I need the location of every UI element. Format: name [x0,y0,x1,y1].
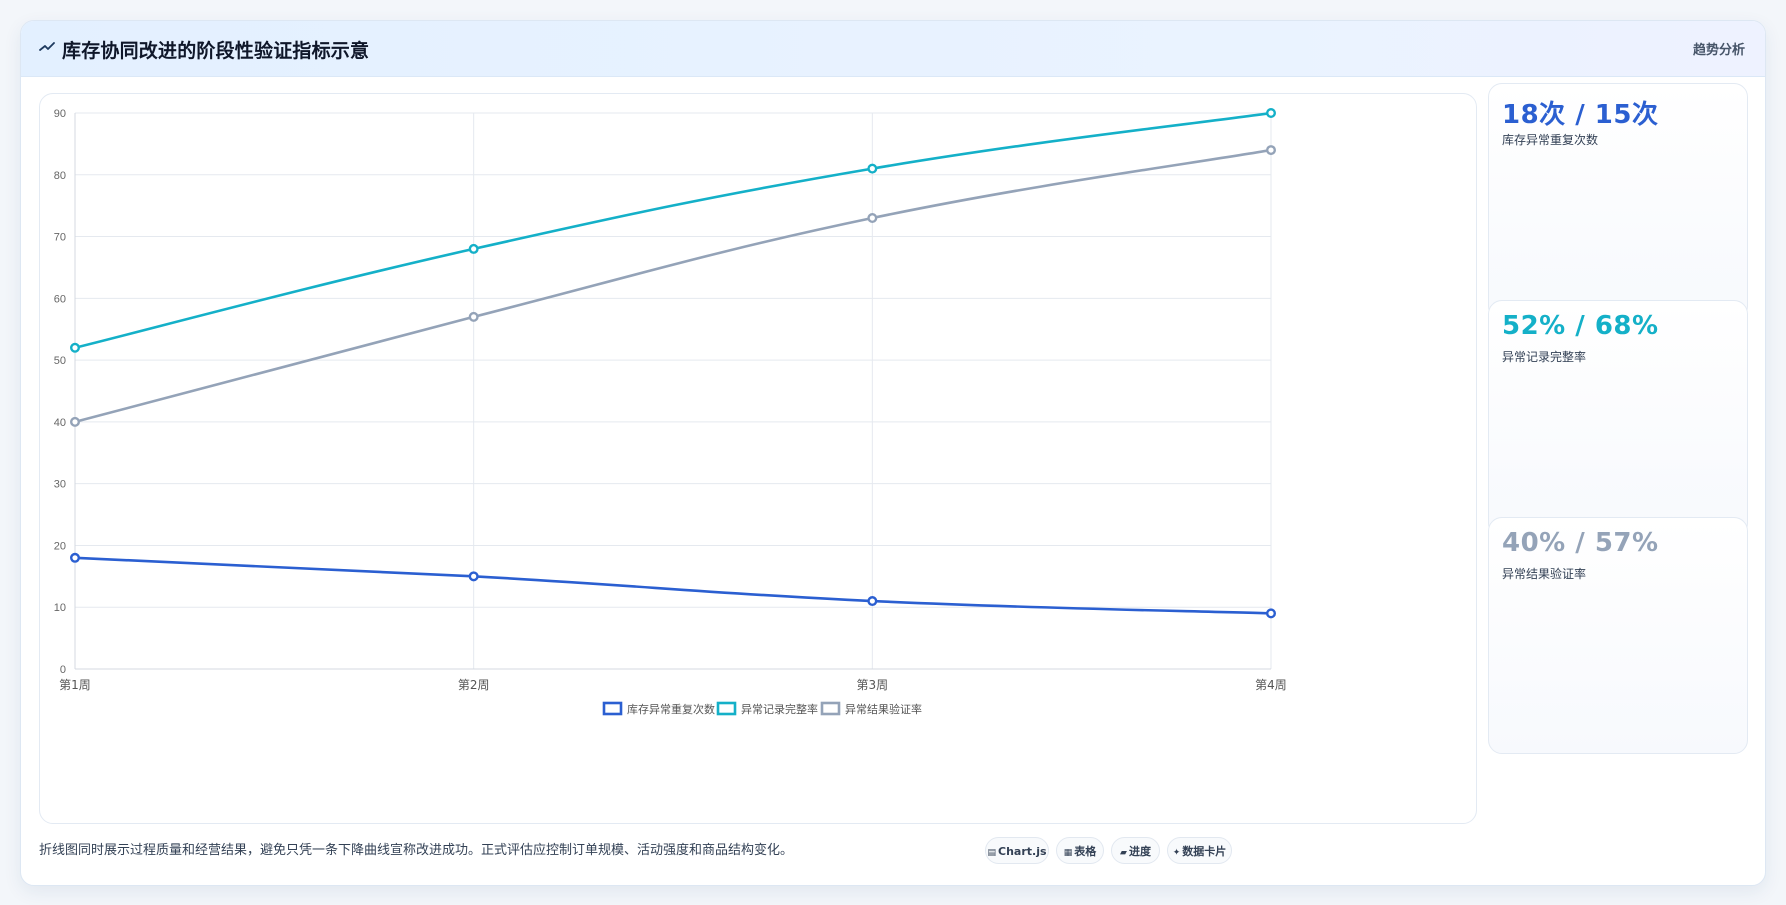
trend-analysis-tag[interactable]: 趋势分析 [1692,43,1745,58]
y-tick-label: 10 [54,602,66,614]
metric-card-verification: 40% / 57% 异常结果验证率 [1488,517,1748,754]
data-point [1265,107,1276,118]
metric-label: 库存异常重复次数 [1502,133,1599,147]
data-point [70,416,81,427]
progress-icon: ▰ [1120,848,1127,858]
data-point [70,552,81,563]
metric-value: 52% / 68% [1502,311,1659,341]
series-line [74,556,1272,615]
y-tick-label: 50 [54,355,66,367]
legend-swatch[interactable] [820,701,841,716]
pill-label: 表格 [1074,845,1097,858]
pill-progress[interactable]: ▰ 进度 [1111,837,1160,864]
pill-label: Chart.js [998,845,1047,858]
footer-note: 折线图同时展示过程质量和经营结果，避免只凭一条下降曲线宣称改进成功。正式评估应控… [39,843,794,858]
pill-data-card[interactable]: ✦ 数据卡片 [1167,837,1232,864]
chart-legend: 库存异常重复次数 异常记录完整率 异常结果验证率 [602,701,922,716]
page-title: 库存协同改进的阶段性验证指标示意 [62,40,370,62]
x-tick-label: 第4周 [1255,678,1287,692]
y-tick-label: 60 [54,293,66,305]
series-line [74,148,1272,424]
data-point [1265,145,1276,156]
y-tick-label: 70 [54,232,66,244]
x-tick-label: 第2周 [458,678,490,692]
x-tick-label: 第1周 [59,678,91,692]
metric-label: 异常记录完整率 [1502,350,1587,364]
data-point [867,163,878,174]
data-point [867,596,878,607]
y-tick-label: 80 [54,170,66,182]
legend-label: 异常记录完整率 [741,702,818,716]
x-tick-label: 第3周 [857,678,889,692]
data-point [468,571,479,582]
data-point [468,311,479,322]
pill-table[interactable]: ▦ 表格 [1056,837,1104,864]
pill-label: 进度 [1128,845,1151,858]
legend-swatch[interactable] [716,701,737,716]
line-chart-panel: 0 10 20 30 40 50 60 70 80 90 第1周 第2周 第3周 第4周 库存异常重复次数… [39,93,1477,824]
metric-card-repeat: 18次 / 15次 库存异常重复次数 [1488,83,1748,320]
dashboard-card: 库存协同改进的阶段性验证指标示意 趋势分析 0 10 20 30 40 50 60 70 80 9… [20,20,1766,886]
metric-card-completeness: 52% / 68% 异常记录完整率 [1488,300,1748,537]
pill-chartjs[interactable]: ▤ Chart.js [985,837,1049,864]
table-icon: ▦ [1063,848,1073,858]
data-point [70,342,81,353]
data-point [1265,608,1276,619]
line-chart: 0 10 20 30 40 50 60 70 80 90 第1周 第2周 第3周 第4周 [54,107,1287,692]
y-tick-label: 0 [60,664,66,676]
y-tick-label: 30 [54,479,66,491]
y-tick-label: 20 [54,540,66,552]
y-tick-label: 40 [54,417,66,429]
y-tick-label: 90 [54,108,66,120]
pill-label: 数据卡片 [1182,845,1227,858]
legend-label: 库存异常重复次数 [627,702,715,716]
legend-label: 异常结果验证率 [845,702,922,716]
data-point [468,243,479,254]
card-header: 库存协同改进的阶段性验证指标示意 趋势分析 [21,21,1765,77]
metric-value: 40% / 57% [1502,528,1659,558]
legend-swatch[interactable] [602,701,623,716]
data-point [867,213,878,224]
metric-value: 18次 / 15次 [1502,100,1659,130]
series-line [74,111,1272,350]
data-card-icon: ✦ [1172,848,1181,858]
metric-label: 异常结果验证率 [1502,567,1587,581]
trend-line-icon [39,42,55,51]
chart-icon: ▤ [987,848,996,858]
